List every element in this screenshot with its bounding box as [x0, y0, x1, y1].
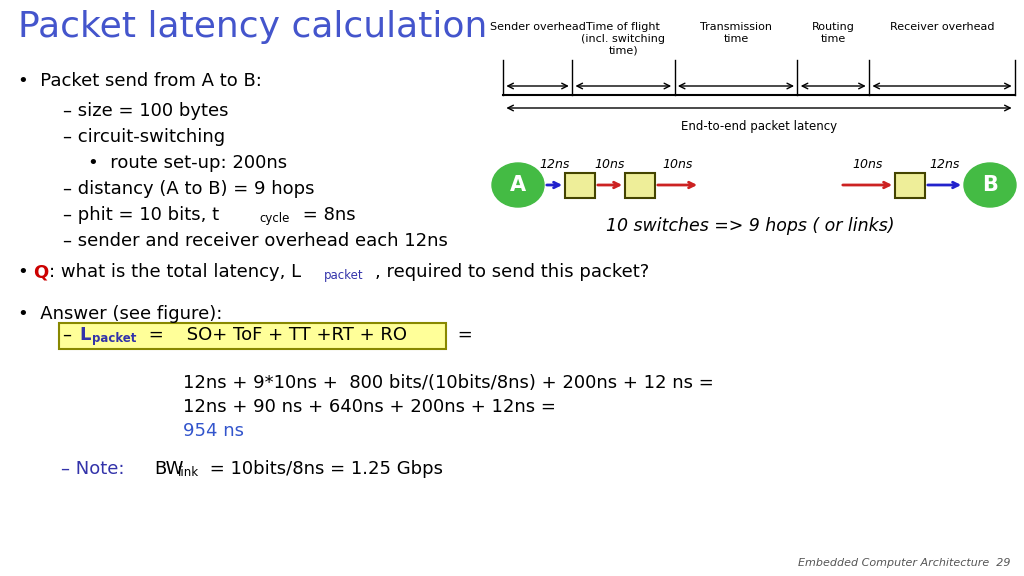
- Text: =    SO+ ToF + TT +RT + RO: = SO+ ToF + TT +RT + RO: [143, 326, 407, 344]
- Text: 12ns + 90 ns + 640ns + 200ns + 12ns =: 12ns + 90 ns + 640ns + 200ns + 12ns =: [183, 398, 556, 416]
- Text: B: B: [982, 175, 998, 195]
- Text: End-to-end packet latency: End-to-end packet latency: [681, 120, 837, 133]
- Text: Routing
time: Routing time: [812, 22, 855, 44]
- Text: – distancy (A to B) = 9 hops: – distancy (A to B) = 9 hops: [63, 180, 314, 198]
- Text: – size = 100 bytes: – size = 100 bytes: [63, 102, 228, 120]
- Text: – sender and receiver overhead each 12ns: – sender and receiver overhead each 12ns: [63, 232, 447, 250]
- Text: 12ns + 9*10ns +  800 bits/(10bits/8ns) + 200ns + 12 ns =: 12ns + 9*10ns + 800 bits/(10bits/8ns) + …: [183, 374, 714, 392]
- Text: Embedded Computer Architecture  29: Embedded Computer Architecture 29: [798, 558, 1010, 568]
- Ellipse shape: [492, 163, 544, 207]
- Text: –: –: [63, 326, 78, 344]
- FancyBboxPatch shape: [59, 323, 446, 349]
- Text: •  Packet send from A to B:: • Packet send from A to B:: [18, 72, 262, 90]
- Text: •  route set-up: 200ns: • route set-up: 200ns: [88, 154, 287, 172]
- Text: Packet latency calculation: Packet latency calculation: [18, 10, 487, 44]
- Text: 10 switches => 9 hops ( or links): 10 switches => 9 hops ( or links): [606, 217, 894, 235]
- Text: cycle: cycle: [259, 212, 290, 225]
- Text: packet: packet: [324, 269, 364, 282]
- Text: link: link: [178, 466, 199, 479]
- Text: 10ns: 10ns: [595, 158, 626, 171]
- Text: 12ns: 12ns: [540, 158, 569, 171]
- Text: , required to send this packet?: , required to send this packet?: [375, 263, 649, 281]
- Text: : what is the total latency, L: : what is the total latency, L: [49, 263, 301, 281]
- Text: 954 ns: 954 ns: [183, 422, 244, 440]
- Text: Receiver overhead: Receiver overhead: [890, 22, 994, 32]
- Text: Q: Q: [33, 263, 48, 281]
- Text: – phit = 10 bits, t: – phit = 10 bits, t: [63, 206, 219, 224]
- Text: =: =: [452, 326, 473, 344]
- Text: = 10bits/8ns = 1.25 Gbps: = 10bits/8ns = 1.25 Gbps: [204, 460, 443, 478]
- Text: – circuit-switching: – circuit-switching: [63, 128, 225, 146]
- Text: 10ns: 10ns: [852, 158, 883, 171]
- Text: Time of flight
(incl. switching
time): Time of flight (incl. switching time): [582, 22, 666, 55]
- Text: Sender overhead: Sender overhead: [489, 22, 586, 32]
- Text: •  Answer (see figure):: • Answer (see figure):: [18, 305, 222, 323]
- Text: 12ns: 12ns: [930, 158, 959, 171]
- Text: = 8ns: = 8ns: [297, 206, 355, 224]
- Text: BW: BW: [154, 460, 183, 478]
- Text: packet: packet: [92, 332, 136, 345]
- Text: A: A: [510, 175, 526, 195]
- Ellipse shape: [964, 163, 1016, 207]
- Text: – Note:: – Note:: [61, 460, 125, 478]
- Text: L: L: [79, 326, 90, 344]
- Text: •: •: [18, 263, 35, 281]
- FancyBboxPatch shape: [895, 172, 925, 198]
- Text: 10ns: 10ns: [663, 158, 692, 171]
- FancyBboxPatch shape: [565, 172, 595, 198]
- Text: Transmission
time: Transmission time: [700, 22, 772, 44]
- FancyBboxPatch shape: [625, 172, 655, 198]
